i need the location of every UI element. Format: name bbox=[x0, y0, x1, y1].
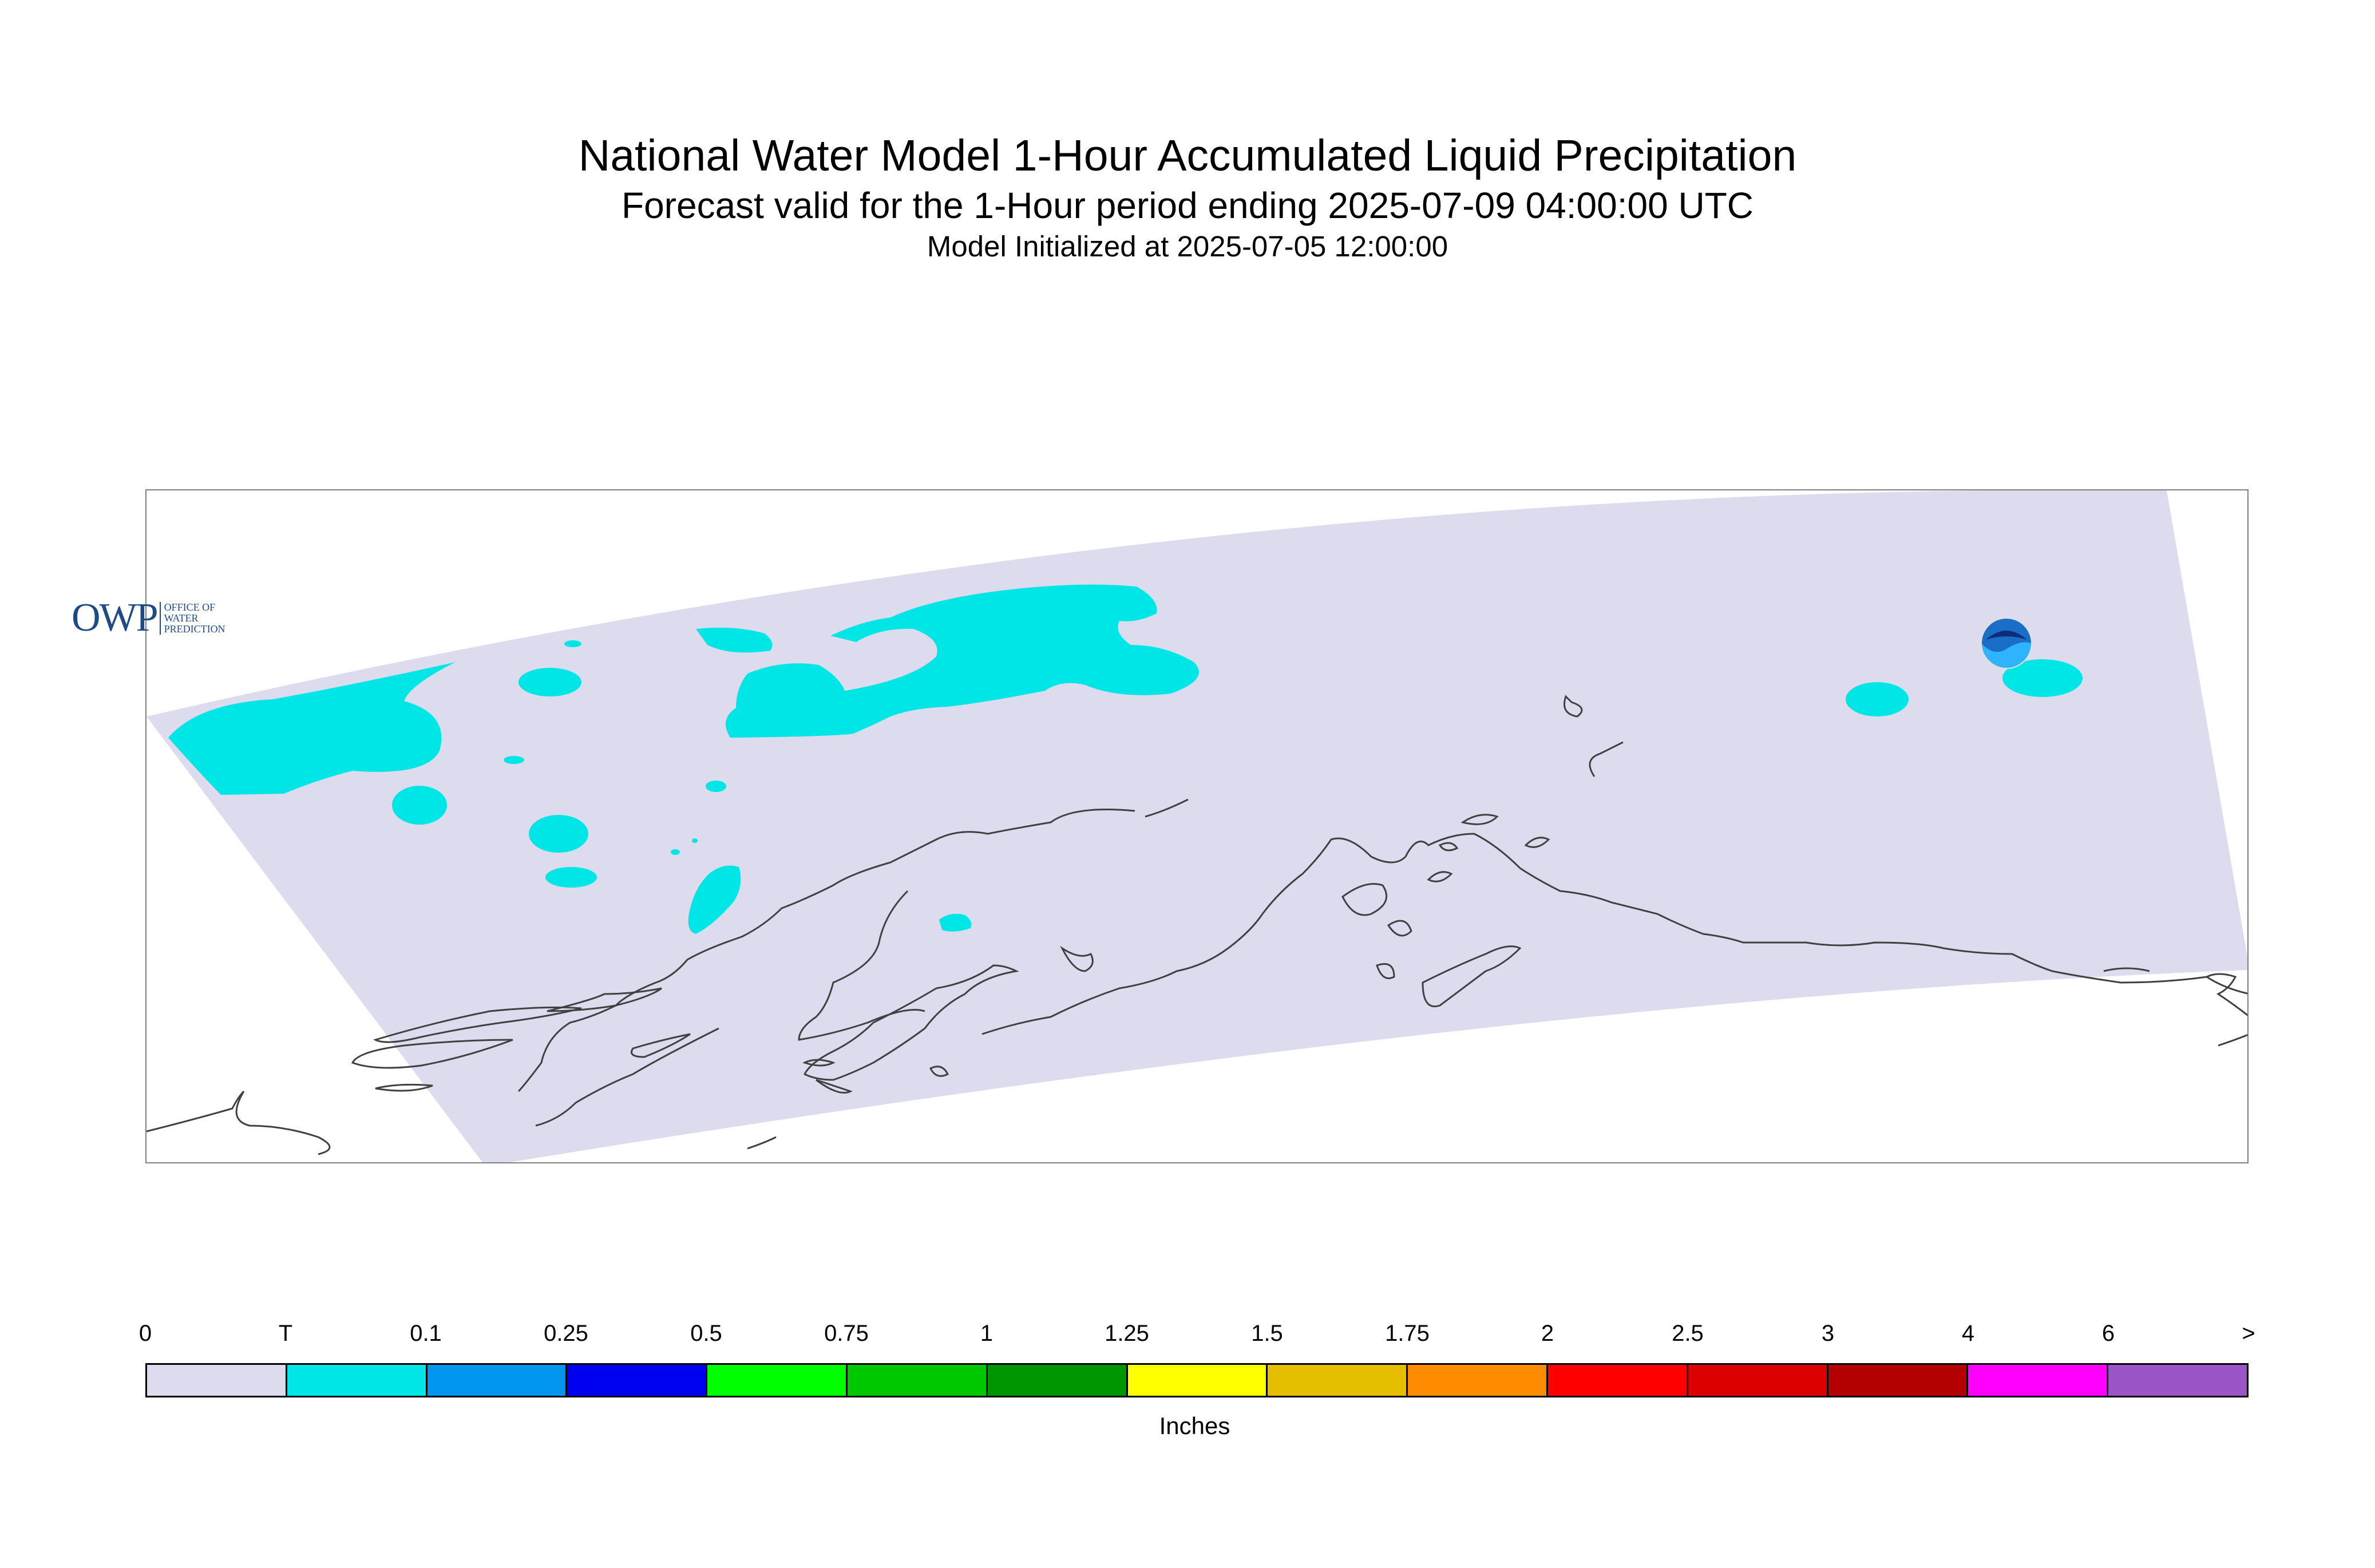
colorbar-tick-label: 0 bbox=[138, 1321, 152, 1346]
colorbar-tick-label: 2 bbox=[1541, 1321, 1554, 1346]
colorbar-bin bbox=[287, 1365, 428, 1396]
owp-sub-line-3: PREDICTION bbox=[164, 623, 225, 635]
colorbar-tick-label: 1.5 bbox=[1251, 1321, 1283, 1346]
colorbar-bin bbox=[707, 1365, 848, 1396]
noaa-logo bbox=[1980, 617, 2033, 672]
colorbar-bin bbox=[567, 1365, 708, 1396]
colorbar-bin bbox=[847, 1365, 988, 1396]
colorbar-bin bbox=[147, 1365, 287, 1396]
owp-sub-line-2: WATER bbox=[164, 612, 199, 624]
owp-logo: OWP OFFICE OF WATER PREDICTION bbox=[72, 595, 225, 641]
colorbar-tick-label: 0.25 bbox=[544, 1321, 588, 1346]
colorbar-tick-label: 6 bbox=[2101, 1321, 2115, 1346]
colorbar-tick-label: 2.5 bbox=[1672, 1321, 1704, 1346]
colorbar-tick-label: T bbox=[278, 1321, 293, 1346]
model-domain bbox=[147, 490, 2247, 1162]
colorbar-bin bbox=[2108, 1365, 2247, 1396]
colorbar-tick-label: 1.75 bbox=[1385, 1321, 1430, 1346]
colorbar-bin bbox=[1688, 1365, 1828, 1396]
colorbar-bin bbox=[427, 1365, 568, 1396]
colorbar-bin bbox=[1968, 1365, 2109, 1396]
colorbar bbox=[145, 1363, 2249, 1397]
colorbar-tick-label: 1.25 bbox=[1105, 1321, 1149, 1346]
title-block: National Water Model 1-Hour Accumulated … bbox=[0, 129, 2375, 265]
colorbar-tick-label: 3 bbox=[1821, 1321, 1835, 1346]
noaa-emblem-icon bbox=[1981, 617, 2032, 669]
map-subtitle: Forecast valid for the 1-Hour period end… bbox=[621, 185, 1754, 226]
colorbar-tick-label: > bbox=[2242, 1321, 2255, 1346]
colorbar-tick-label: 0.5 bbox=[690, 1321, 722, 1346]
map-panel bbox=[145, 489, 2249, 1163]
colorbar-bin bbox=[987, 1365, 1128, 1396]
colorbar-bin bbox=[1828, 1365, 1969, 1396]
colorbar-bin bbox=[1408, 1365, 1548, 1396]
coastlines bbox=[147, 695, 2247, 1155]
colorbar-bin bbox=[1547, 1365, 1688, 1396]
colorbar-tick-label: 0.75 bbox=[824, 1321, 869, 1346]
owp-logo-subtext: OFFICE OF WATER PREDICTION bbox=[159, 601, 225, 635]
owp-logo-text: OWP bbox=[72, 596, 159, 640]
colorbar-tick-label: 0.1 bbox=[410, 1321, 442, 1346]
colorbar-bin bbox=[1127, 1365, 1268, 1396]
colorbar-tick-label: 4 bbox=[1961, 1321, 1975, 1346]
map-canvas bbox=[147, 490, 2247, 1162]
colorbar-labels: 0 T 0.1 0.25 0.5 0.75 1 1.25 1.5 1.75 2 2.5 3 4 6 > bbox=[139, 1321, 2255, 1355]
owp-sub-line-1: OFFICE OF bbox=[164, 601, 216, 613]
units-label: Inches bbox=[1159, 1412, 1230, 1439]
colorbar-bin bbox=[1268, 1365, 1408, 1396]
init-time: Model Initialized at 2025-07-05 12:00:00 bbox=[927, 230, 1448, 263]
colorbar-tick-label: 1 bbox=[980, 1321, 993, 1346]
map-title: National Water Model 1-Hour Accumulated … bbox=[578, 131, 1797, 180]
precip-areas bbox=[168, 584, 2083, 934]
